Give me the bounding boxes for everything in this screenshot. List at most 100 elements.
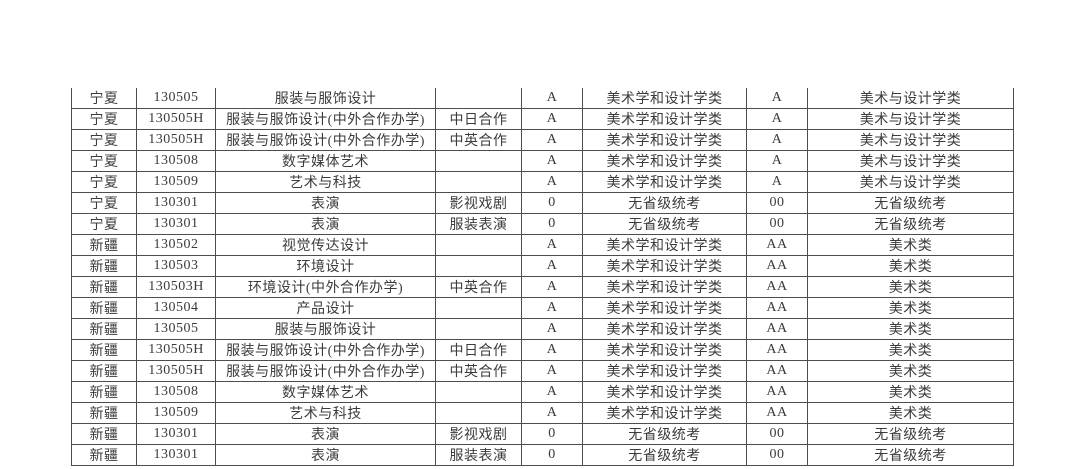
grade-code-1-cell: 0	[521, 192, 583, 214]
major-code-cell: 130505H	[136, 108, 216, 130]
grade-code-1-cell: A	[521, 360, 583, 382]
exam-category-1-cell: 美术学和设计学类	[582, 108, 747, 130]
table-row: 新疆 130505H 服装与服饰设计(中外合作办学) 中日合作 A 美术学和设计学类 AA 美…	[71, 339, 1014, 361]
table-row: 宁夏 130301 表演 影视戏剧 0 无省级统考 00 无省级统考	[71, 192, 1014, 214]
note-cell: 影视戏剧	[435, 192, 522, 214]
major-name-cell: 服装与服饰设计(中外合作办学)	[215, 360, 436, 382]
table-row: 宁夏 130508 数字媒体艺术 A 美术学和设计学类 A 美术与设计学类	[71, 150, 1014, 172]
major-name-cell: 表演	[215, 444, 436, 466]
note-cell: 中日合作	[435, 108, 522, 130]
grade-code-2-cell: 00	[746, 213, 808, 235]
major-name-cell: 环境设计(中外合作办学)	[215, 276, 436, 298]
grade-code-1-cell: 0	[521, 423, 583, 445]
exam-category-1-cell: 无省级统考	[582, 423, 747, 445]
major-code-cell: 130301	[136, 444, 216, 466]
major-code-cell: 130509	[136, 402, 216, 424]
exam-category-2-cell: 无省级统考	[807, 213, 1014, 235]
exam-category-2-cell: 美术与设计学类	[807, 88, 1014, 109]
major-code-cell: 130503H	[136, 276, 216, 298]
exam-category-2-cell: 美术类	[807, 297, 1014, 319]
grade-code-1-cell: A	[521, 234, 583, 256]
grade-code-2-cell: AA	[746, 276, 808, 298]
province-cell: 新疆	[71, 234, 137, 256]
exam-category-1-cell: 无省级统考	[582, 192, 747, 214]
province-cell: 新疆	[71, 276, 137, 298]
exam-category-1-cell: 美术学和设计学类	[582, 318, 747, 340]
exam-category-1-cell: 美术学和设计学类	[582, 339, 747, 361]
major-code-cell: 130301	[136, 192, 216, 214]
exam-category-2-cell: 美术类	[807, 339, 1014, 361]
note-cell: 中日合作	[435, 339, 522, 361]
grade-code-2-cell: AA	[746, 318, 808, 340]
exam-category-2-cell: 美术与设计学类	[807, 150, 1014, 172]
note-cell: 服装表演	[435, 213, 522, 235]
grade-code-2-cell: AA	[746, 255, 808, 277]
province-cell: 新疆	[71, 360, 137, 382]
table-row: 新疆 130508 数字媒体艺术 A 美术学和设计学类 AA 美术类	[71, 381, 1014, 403]
grade-code-2-cell: A	[746, 171, 808, 193]
major-name-cell: 表演	[215, 213, 436, 235]
exam-category-2-cell: 美术类	[807, 360, 1014, 382]
grade-code-1-cell: A	[521, 402, 583, 424]
province-cell: 宁夏	[71, 213, 137, 235]
major-code-cell: 130504	[136, 297, 216, 319]
table-row: 新疆 130505 服装与服饰设计 A 美术学和设计学类 AA 美术类	[71, 318, 1014, 340]
note-cell	[435, 88, 522, 109]
note-cell: 影视戏剧	[435, 423, 522, 445]
major-name-cell: 服装与服饰设计	[215, 318, 436, 340]
table-row: 新疆 130301 表演 服装表演 0 无省级统考 00 无省级统考	[71, 444, 1014, 466]
exam-category-2-cell: 美术类	[807, 381, 1014, 403]
exam-category-1-cell: 美术学和设计学类	[582, 88, 747, 109]
grade-code-1-cell: A	[521, 129, 583, 151]
major-code-cell: 130505H	[136, 339, 216, 361]
note-cell	[435, 150, 522, 172]
province-cell: 新疆	[71, 423, 137, 445]
note-cell	[435, 171, 522, 193]
grade-code-2-cell: A	[746, 150, 808, 172]
province-cell: 新疆	[71, 339, 137, 361]
exam-category-2-cell: 无省级统考	[807, 423, 1014, 445]
major-name-cell: 服装与服饰设计	[215, 88, 436, 109]
exam-category-2-cell: 美术与设计学类	[807, 108, 1014, 130]
note-cell: 中英合作	[435, 276, 522, 298]
major-code-cell: 130502	[136, 234, 216, 256]
table-row: 宁夏 130505H 服装与服饰设计(中外合作办学) 中英合作 A 美术学和设计学类 A 美术…	[71, 129, 1014, 151]
exam-category-1-cell: 美术学和设计学类	[582, 297, 747, 319]
grade-code-2-cell: AA	[746, 381, 808, 403]
table-row: 新疆 130503 环境设计 A 美术学和设计学类 AA 美术类	[71, 255, 1014, 277]
grade-code-1-cell: A	[521, 276, 583, 298]
note-cell	[435, 255, 522, 277]
grade-code-1-cell: A	[521, 150, 583, 172]
exam-category-1-cell: 美术学和设计学类	[582, 402, 747, 424]
exam-category-2-cell: 美术类	[807, 318, 1014, 340]
grade-code-2-cell: AA	[746, 297, 808, 319]
grade-code-1-cell: A	[521, 108, 583, 130]
major-code-cell: 130508	[136, 381, 216, 403]
exam-category-1-cell: 美术学和设计学类	[582, 150, 747, 172]
exam-category-1-cell: 无省级统考	[582, 444, 747, 466]
major-code-cell: 130505H	[136, 360, 216, 382]
note-cell: 中英合作	[435, 360, 522, 382]
grade-code-1-cell: A	[521, 88, 583, 109]
major-name-cell: 环境设计	[215, 255, 436, 277]
note-cell	[435, 381, 522, 403]
major-name-cell: 表演	[215, 192, 436, 214]
table-row: 宁夏 130505H 服装与服饰设计(中外合作办学) 中日合作 A 美术学和设计学类 A 美术…	[71, 108, 1014, 130]
province-cell: 宁夏	[71, 150, 137, 172]
grade-code-2-cell: A	[746, 129, 808, 151]
major-name-cell: 服装与服饰设计(中外合作办学)	[215, 339, 436, 361]
table-row: 宁夏 130509 艺术与科技 A 美术学和设计学类 A 美术与设计学类	[71, 171, 1014, 193]
exam-category-1-cell: 美术学和设计学类	[582, 234, 747, 256]
major-name-cell: 产品设计	[215, 297, 436, 319]
exam-category-2-cell: 美术类	[807, 402, 1014, 424]
exam-category-1-cell: 美术学和设计学类	[582, 129, 747, 151]
table-row: 宁夏 130301 表演 服装表演 0 无省级统考 00 无省级统考	[71, 213, 1014, 235]
table-row: 新疆 130503H 环境设计(中外合作办学) 中英合作 A 美术学和设计学类 AA 美术类	[71, 276, 1014, 298]
grade-code-1-cell: A	[521, 381, 583, 403]
table-body: 宁夏 130505 服装与服饰设计 A 美术学和设计学类 A 美术与设计学类 宁夏 130505…	[71, 88, 1014, 466]
exam-category-1-cell: 美术学和设计学类	[582, 171, 747, 193]
province-cell: 宁夏	[71, 108, 137, 130]
note-cell	[435, 402, 522, 424]
major-name-cell: 艺术与科技	[215, 402, 436, 424]
major-code-cell: 130505	[136, 318, 216, 340]
